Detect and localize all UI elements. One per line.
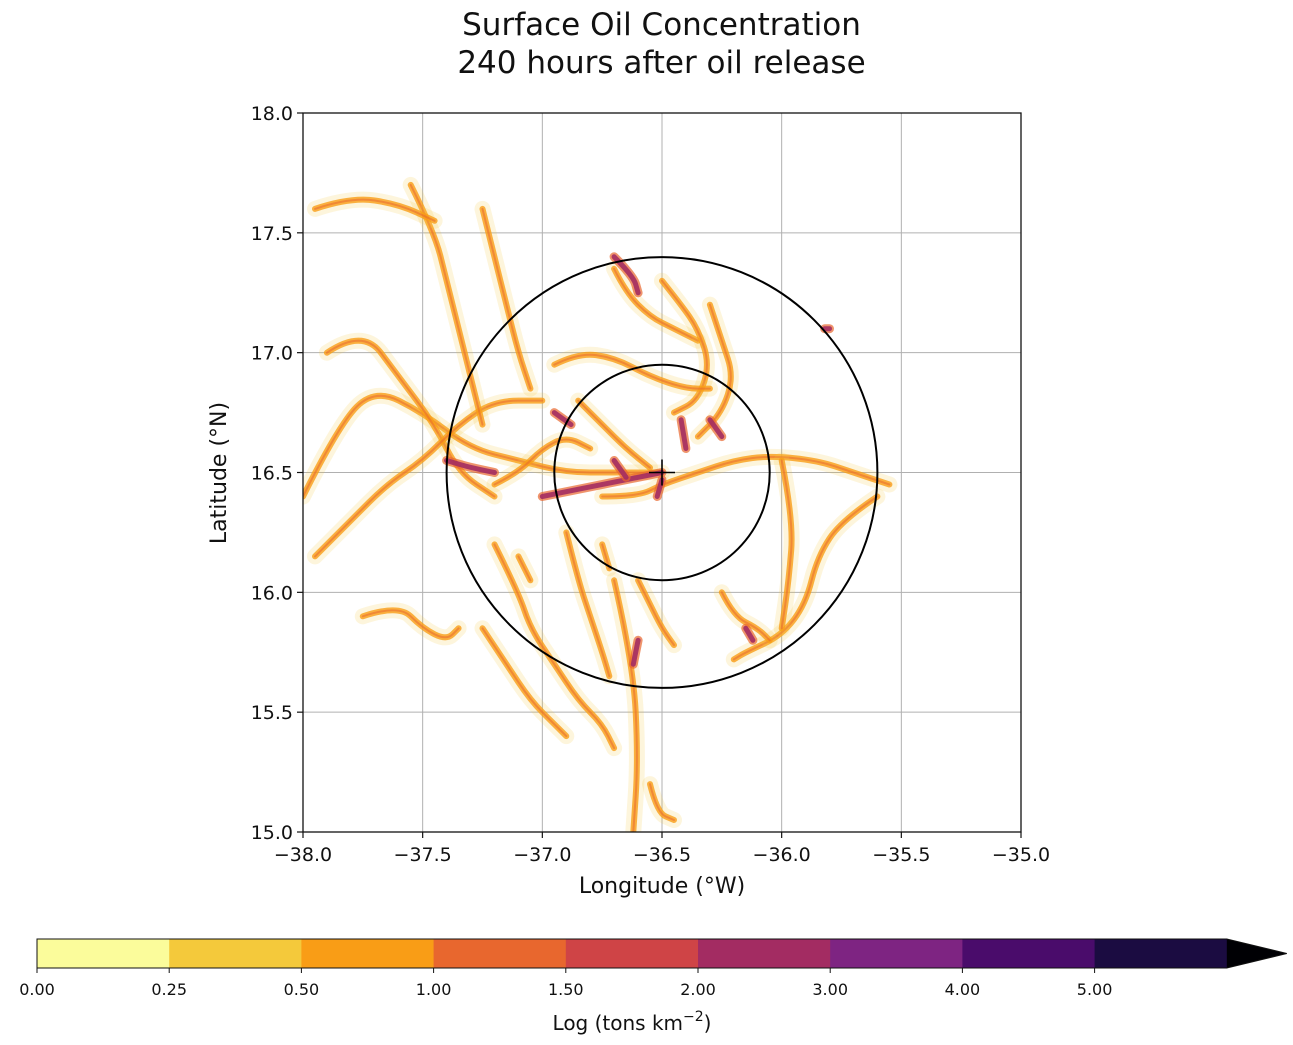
oil-hotspot [611,458,629,480]
oil-trail-core [780,459,793,630]
oil-trail-core [361,609,460,639]
oil-trail-core [553,353,711,390]
colorbar [36,938,1287,969]
oil-trail-core [314,198,436,222]
colorbar-segment [565,939,699,968]
x-axis-label: Longitude (°W) [579,874,745,899]
oil-hotspot [678,417,689,451]
colorbar-tick-label: 5.00 [1077,980,1113,999]
oil-trail-core [601,543,611,570]
oil-trail-core [493,438,592,486]
oil-trail-core [565,531,611,678]
chart-title: Surface Oil Concentration [462,7,861,43]
colorbar-label-text: Log (tons km [553,1011,683,1035]
oil-slick-layer [303,176,898,832]
colorbar-tick-label: 0.50 [284,980,320,999]
oil-trail-core [732,495,879,661]
x-tick-label: −37.0 [513,844,571,866]
colorbar-label-exponent: −2 [683,1009,704,1025]
colorbar-outline [36,938,1287,969]
x-tick-label: −37.5 [394,844,452,866]
x-tick-label: −36.0 [753,844,811,866]
release-point-marker [649,459,675,486]
y-tick-label: 17.0 [251,343,293,365]
x-axis-ticks: −38.0 −37.5 −37.0 −36.5 −36.0 −35.5 −35.0 [274,832,1050,866]
y-tick-label: 15.0 [251,822,293,844]
oil-hotspot [743,625,756,643]
range-circle [553,363,771,582]
x-tick-label: −36.5 [633,844,691,866]
y-tick-label: 18.0 [251,103,293,125]
oil-trail-core [409,183,484,426]
y-axis-ticks: 15.0 15.5 16.0 16.5 17.0 17.5 18.0 [251,103,303,844]
y-tick-label: 16.0 [251,582,293,604]
oil-hotspot [630,637,641,667]
x-tick-label: −35.0 [992,844,1050,866]
oil-trail-core [303,394,663,498]
oil-trail-core [577,399,651,469]
colorbar-segment [169,939,302,968]
colorbar-tick-label: 2.00 [680,980,716,999]
oil-trail-core [696,303,732,438]
colorbar-tick-label: 1.00 [416,980,452,999]
x-tick-label: −38.0 [274,844,332,866]
y-tick-label: 15.5 [251,702,293,724]
oil-trail-core [613,579,638,832]
y-tick-label: 16.5 [251,463,293,485]
oil-trail-core [637,579,675,647]
colorbar-label-close: ) [704,1011,712,1035]
oil-trail-core [661,279,708,414]
colorbar-segment [830,939,963,968]
x-tick-label: −35.5 [872,844,930,866]
oil-trail-core [613,267,699,342]
colorbar-segment [301,939,435,968]
colorbar-segment [1094,939,1228,968]
colorbar-segment [37,939,170,968]
colorbar-tick-label: 0.00 [19,980,55,999]
oil-trail-core [649,783,675,821]
oil-trail-core [481,207,532,390]
oil-trail-core [517,555,532,582]
colorbar-tick-label: 1.50 [548,980,584,999]
y-tick-label: 17.5 [251,223,293,245]
colorbar-segment [962,939,1096,968]
oil-trail-core [314,399,544,558]
oil-trail-core [720,591,771,642]
colorbar-label: Log (tons km−2) [553,1009,712,1035]
oil-hotspot [539,470,665,499]
colorbar-tick-label: 0.25 [151,980,187,999]
colorbar-tick-label: 3.00 [812,980,848,999]
chart-subtitle: 240 hours after oil release [457,45,866,81]
oil-hotspot [551,410,574,428]
colorbar-extend-arrow [1226,939,1287,968]
range-circle [445,256,879,689]
oil-trail-core [601,455,891,498]
oil-hotspot [444,458,497,475]
oil-hotspot [707,417,725,440]
colorbar-ticks: 0.00 0.25 0.50 1.00 1.50 2.00 3.00 4.00 5.00 [19,968,1112,999]
oil-trail-core [493,543,616,750]
y-axis-label: Latitude (°N) [207,402,232,544]
oil-trail-core [481,627,568,738]
range-circles [445,256,879,689]
colorbar-segment [698,939,831,968]
colorbar-segment [433,939,567,968]
colorbar-tick-label: 4.00 [945,980,981,999]
